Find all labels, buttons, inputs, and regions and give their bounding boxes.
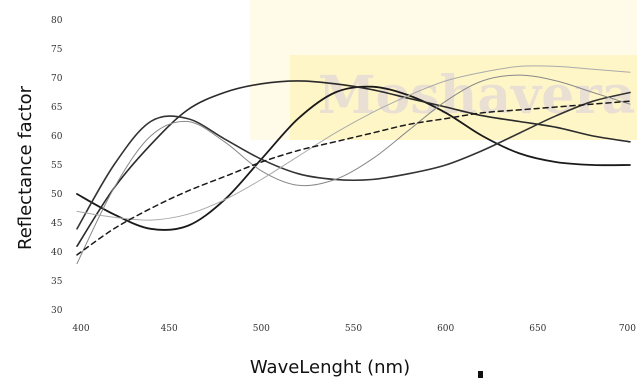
y-tick-label: 40 xyxy=(51,248,63,258)
x-tick-label: 650 xyxy=(529,324,546,334)
y-tick-label: 50 xyxy=(51,190,63,200)
series-line-6 xyxy=(76,100,631,256)
corner-mark xyxy=(478,371,483,378)
watermark-text: Moshaveran xyxy=(318,65,637,126)
x-tick-label: 600 xyxy=(437,324,454,334)
y-axis-title: Reflectance factor xyxy=(15,85,36,250)
series-line-4 xyxy=(76,74,631,265)
y-tick-label: 70 xyxy=(51,74,63,84)
y-tick-label: 80 xyxy=(51,16,63,26)
y-tick-label: 55 xyxy=(51,161,63,171)
y-tick-label: 35 xyxy=(51,277,63,287)
x-tick-label: 550 xyxy=(345,324,362,334)
y-tick-label: 60 xyxy=(51,132,63,142)
y-tick-label: 30 xyxy=(51,306,63,316)
y-tick-label: 65 xyxy=(51,103,63,113)
x-tick-label: 400 xyxy=(72,324,89,334)
y-tick-label: 45 xyxy=(51,219,63,229)
x-tick-label: 700 xyxy=(619,324,636,334)
series-line-1 xyxy=(76,85,631,231)
series-line-5 xyxy=(76,65,631,221)
x-axis-title: WaveLenght (nm) xyxy=(250,357,410,378)
x-tick-label: 450 xyxy=(161,324,178,334)
series-line-3 xyxy=(76,91,631,230)
y-tick-label: 75 xyxy=(51,45,63,55)
x-tick-label: 500 xyxy=(253,324,270,334)
